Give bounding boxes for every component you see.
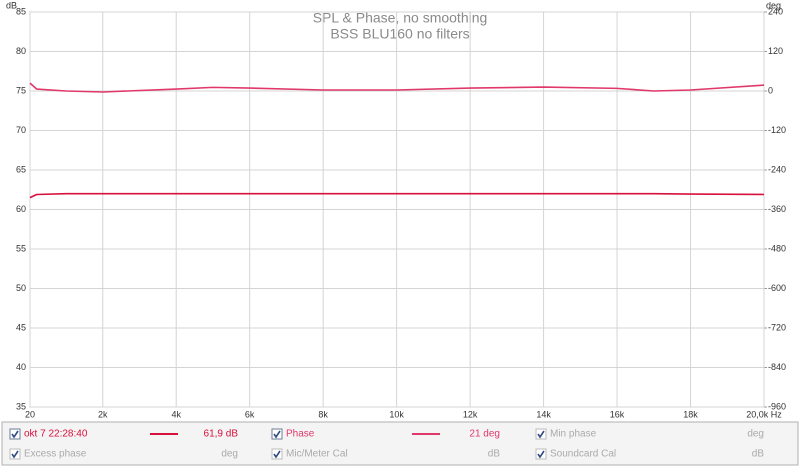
x-tick-label: 6k — [245, 409, 255, 419]
y2-tick-label: -480 — [768, 243, 786, 253]
x-tick-label: 4k — [171, 409, 181, 419]
y2-tick-label: -720 — [768, 322, 786, 332]
legend-readout: 21 deg — [469, 429, 500, 440]
x-tick-label: 8k — [318, 409, 328, 419]
x-tick-label: 12k — [463, 409, 478, 419]
checkbox[interactable] — [271, 448, 283, 460]
x-tick-label: 20,0k Hz — [746, 409, 782, 419]
check-mark — [273, 430, 281, 439]
legend-label: okt 7 22:28:40 — [24, 429, 88, 440]
chart-subtitle: BSS BLU160 no filters — [330, 26, 469, 42]
y-tick-label: 35 — [16, 401, 26, 411]
y2-tick-label: 240 — [768, 6, 783, 16]
y2-tick-label: -960 — [768, 401, 786, 411]
y2-tick-label: -840 — [768, 362, 786, 372]
legend-panel — [1, 421, 799, 466]
x-tick-label: 14k — [536, 409, 551, 419]
y-tick-label: 40 — [16, 362, 26, 372]
y2-tick-label: -360 — [768, 204, 786, 214]
check-mark — [273, 450, 281, 459]
y2-axis-title: deg — [766, 0, 781, 10]
chart-title: SPL & Phase, no smoothing — [313, 10, 488, 26]
legend-unit: dB — [488, 449, 501, 460]
y2-tick-label: -120 — [768, 125, 786, 135]
y-tick-label: 60 — [16, 204, 26, 214]
legend-label: Soundcard Cal — [550, 449, 616, 460]
y-tick-label: 85 — [16, 6, 26, 16]
x-tick-label: 20 — [25, 409, 35, 419]
checkbox[interactable] — [535, 428, 547, 440]
checkbox[interactable] — [9, 428, 21, 440]
legend-label: Mic/Meter Cal — [286, 449, 348, 460]
y-tick-label: 50 — [16, 283, 26, 293]
x-tick-label: 10k — [389, 409, 404, 419]
check-mark — [537, 450, 545, 459]
legend-label: Phase — [286, 429, 315, 440]
checkbox[interactable] — [535, 448, 547, 460]
y-tick-label: 80 — [16, 46, 26, 56]
y-tick-label: 65 — [16, 164, 26, 174]
y-axis-title: dB — [6, 0, 17, 10]
x-tick-label: 18k — [683, 409, 698, 419]
checkbox[interactable] — [271, 428, 283, 440]
x-tick-label: 16k — [610, 409, 625, 419]
check-mark — [11, 450, 19, 459]
y2-tick-label: 120 — [768, 46, 783, 56]
y-tick-label: 75 — [16, 85, 26, 95]
legend-label: Excess phase — [24, 449, 87, 460]
y2-tick-label: -240 — [768, 164, 786, 174]
x-tick-label: 2k — [98, 409, 108, 419]
y-tick-label: 55 — [16, 243, 26, 253]
legend-unit: deg — [221, 449, 238, 460]
y-tick-label: 70 — [16, 125, 26, 135]
legend-label: Min phase — [550, 429, 597, 440]
check-mark — [537, 430, 545, 439]
series-line — [29, 192, 765, 199]
legend-readout: 61,9 dB — [204, 429, 239, 440]
series-line — [29, 82, 765, 93]
check-mark — [11, 430, 19, 439]
y-tick-label: 45 — [16, 322, 26, 332]
y2-tick-label: 0 — [768, 85, 773, 95]
checkbox[interactable] — [9, 448, 21, 460]
y2-tick-label: -600 — [768, 283, 786, 293]
legend-unit: dB — [752, 449, 765, 460]
legend-unit: deg — [747, 429, 764, 440]
